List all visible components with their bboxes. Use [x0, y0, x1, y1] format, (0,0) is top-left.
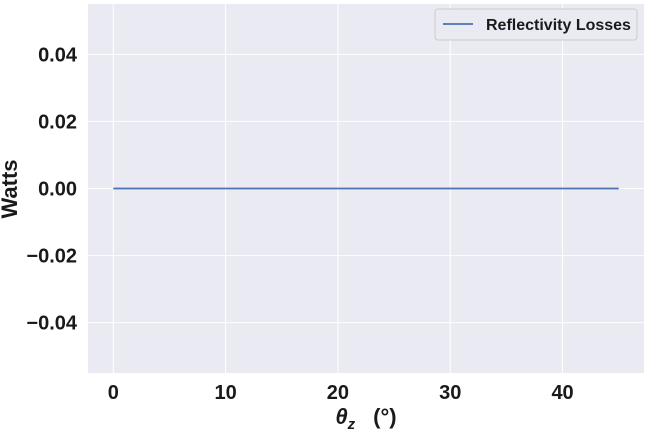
- legend-label: Reflectivity Losses: [486, 17, 631, 34]
- y-tick-label: 0.02: [38, 111, 77, 133]
- x-axis-label-unit: (°): [373, 404, 396, 429]
- x-tick-label: 0: [108, 382, 119, 404]
- x-axis-label: θz (°): [335, 404, 396, 432]
- y-tick-label: 0.04: [38, 44, 78, 66]
- y-tick-labels: 0.04 0.02 0.00 −0.02 −0.04: [26, 44, 77, 334]
- legend-box: [434, 8, 638, 41]
- x-tick-label: 30: [439, 382, 461, 404]
- y-tick-label: 0.00: [38, 179, 77, 201]
- y-axis-label: Watts: [0, 159, 22, 218]
- x-tick-label: 40: [551, 382, 573, 404]
- legend: Reflectivity Losses: [434, 8, 638, 41]
- x-axis-label-subscript: z: [347, 416, 356, 432]
- y-tick-label: −0.02: [26, 246, 77, 268]
- x-tick-label: 20: [327, 382, 349, 404]
- x-tick-label: 10: [214, 382, 236, 404]
- x-axis-label-symbol: θ: [335, 404, 347, 429]
- y-tick-label: −0.04: [26, 313, 77, 335]
- x-tick-labels: 0 10 20 30 40: [108, 382, 574, 404]
